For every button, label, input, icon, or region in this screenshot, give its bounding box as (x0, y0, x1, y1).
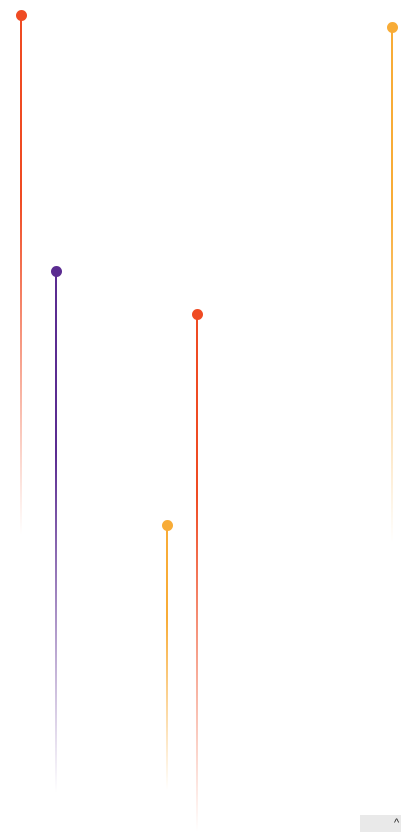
chevron-up-icon: ^ (394, 817, 400, 829)
drop-dot-2 (51, 266, 62, 277)
scroll-to-top-button[interactable]: ^ (360, 815, 401, 832)
drop-trail-1 (20, 15, 22, 535)
drop-dot-3 (192, 309, 203, 320)
drop-trail-5 (391, 27, 393, 543)
drop-dot-5 (387, 22, 398, 33)
drop-dot-4 (162, 520, 173, 531)
drop-trail-3 (196, 314, 198, 832)
drop-trail-4 (166, 525, 168, 790)
drop-trail-2 (55, 271, 57, 793)
drop-dot-1 (16, 10, 27, 21)
